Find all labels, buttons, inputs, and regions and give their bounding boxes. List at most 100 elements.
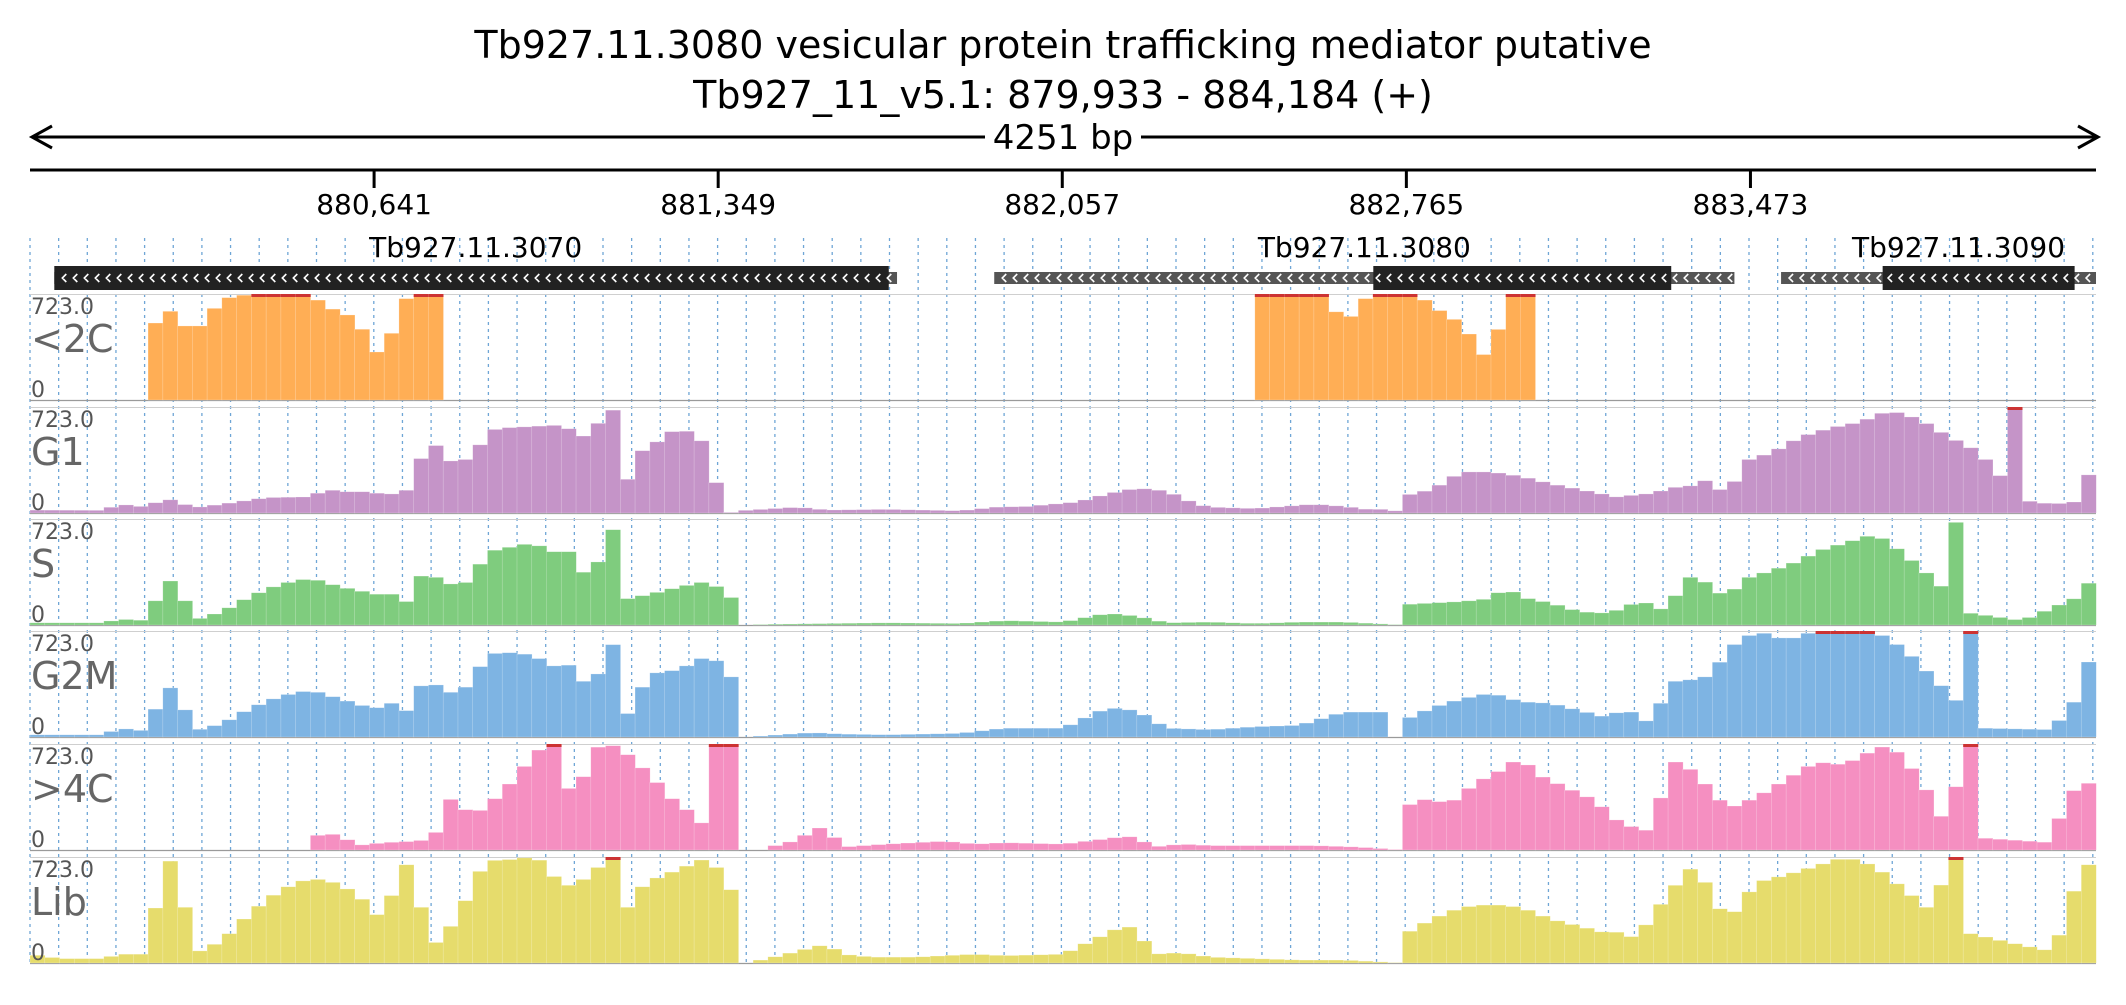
coverage-bar bbox=[1565, 610, 1580, 625]
coverage-bar bbox=[2007, 620, 2022, 625]
coverage-bar bbox=[251, 705, 266, 737]
coverage-bar bbox=[768, 624, 783, 625]
coverage-bar bbox=[517, 427, 532, 513]
coverage-bar bbox=[384, 333, 399, 400]
coverage-bar bbox=[163, 500, 178, 513]
coverage-bar bbox=[635, 887, 650, 963]
coverage-bar bbox=[1830, 859, 1845, 963]
coverage-bar bbox=[1255, 294, 1270, 400]
coverage-bar bbox=[1742, 892, 1757, 963]
coverage-bar bbox=[635, 596, 650, 625]
coverage-bar bbox=[1314, 294, 1329, 400]
coverage-bar bbox=[74, 623, 89, 625]
clip-marker bbox=[1963, 744, 1978, 747]
coverage-bar bbox=[1033, 844, 1048, 850]
coverage-bar bbox=[1594, 716, 1609, 737]
coverage-bar bbox=[1373, 624, 1388, 625]
coverage-bar bbox=[1417, 491, 1432, 513]
coverage-bar bbox=[1329, 960, 1344, 963]
coverage-bar bbox=[1432, 802, 1447, 850]
coverage-bar bbox=[1255, 846, 1270, 850]
coverage-bar bbox=[1476, 599, 1491, 625]
coverage-bar bbox=[1653, 609, 1668, 625]
coverage-bar bbox=[1447, 800, 1462, 850]
coverage-bar bbox=[2022, 947, 2037, 963]
coverage-bar bbox=[1506, 294, 1521, 400]
coverage-bar bbox=[473, 871, 488, 963]
coverage-bar bbox=[2081, 583, 2096, 625]
coverage-bar bbox=[310, 692, 325, 737]
coverage-bar bbox=[827, 838, 842, 850]
coverage-bar bbox=[1063, 621, 1078, 625]
coverage-bar bbox=[1801, 633, 1816, 737]
clip-marker bbox=[1255, 294, 1270, 297]
coverage-bar bbox=[1373, 962, 1388, 963]
coverage-bar bbox=[340, 315, 355, 400]
coverage-bar bbox=[1211, 729, 1226, 737]
coverage-bar bbox=[1078, 618, 1093, 625]
coverage-bar bbox=[1580, 712, 1595, 737]
coverage-bar bbox=[620, 714, 635, 737]
coverage-bar bbox=[989, 955, 1004, 963]
coverage-bar bbox=[355, 591, 370, 625]
coverage-bar bbox=[1816, 549, 1831, 625]
coverage-bar bbox=[1624, 827, 1639, 850]
coverage-bar bbox=[207, 308, 222, 400]
coverage-bar bbox=[1978, 728, 1993, 737]
coverage-bar bbox=[1063, 843, 1078, 850]
coverage-bar bbox=[443, 584, 458, 625]
coverage-bar bbox=[1757, 793, 1772, 850]
coverage-bar bbox=[1181, 845, 1196, 850]
coverage-bar bbox=[1594, 494, 1609, 513]
coverage-bar bbox=[1801, 435, 1816, 513]
coverage-bar bbox=[1550, 784, 1565, 850]
coverage-bar bbox=[1004, 955, 1019, 963]
coverage-bar bbox=[1166, 953, 1181, 963]
coverage-bar bbox=[1019, 728, 1034, 737]
coverage-bar bbox=[960, 732, 975, 737]
coverage-bar bbox=[1993, 839, 2008, 850]
coverage-bar bbox=[738, 510, 753, 513]
coverage-bar bbox=[281, 887, 296, 963]
coverage-bar bbox=[606, 746, 621, 850]
coverage-bar bbox=[724, 512, 739, 513]
coverage-bar bbox=[384, 842, 399, 850]
coverage-bar bbox=[1860, 864, 1875, 963]
coverage-bar bbox=[1816, 763, 1831, 850]
coverage-bar bbox=[886, 623, 901, 625]
coverage-bar bbox=[1520, 910, 1535, 963]
coverage-bar bbox=[1476, 779, 1491, 850]
coverage-bar bbox=[1712, 800, 1727, 850]
coverage-bar bbox=[1358, 712, 1373, 737]
coverage-bar bbox=[1919, 573, 1934, 625]
coverage-bar bbox=[1698, 481, 1713, 513]
coverage-bar bbox=[783, 508, 798, 513]
coverage-bar bbox=[1609, 713, 1624, 737]
coverage-bar bbox=[1653, 703, 1668, 737]
coverage-bar bbox=[1653, 798, 1668, 850]
coverage-bar bbox=[340, 840, 355, 850]
coverage-bar bbox=[414, 907, 429, 963]
coverage-bar bbox=[237, 295, 252, 400]
coverage-bar bbox=[1402, 931, 1417, 963]
coverage-bar bbox=[1491, 905, 1506, 963]
coverage-bar bbox=[133, 506, 148, 513]
coverage-bar bbox=[1934, 432, 1949, 513]
coverage-bar bbox=[1580, 797, 1595, 850]
track-name-label: G1 bbox=[31, 430, 85, 474]
y-min-label: 0 bbox=[31, 491, 45, 516]
coverage-bar bbox=[1196, 729, 1211, 737]
track-name-label: Lib bbox=[31, 880, 87, 924]
coverage-bar bbox=[1358, 509, 1373, 513]
coverage-bar bbox=[1152, 846, 1167, 850]
coverage-bar bbox=[192, 618, 207, 625]
coverage-bar bbox=[915, 957, 930, 963]
coverage-bar bbox=[1063, 725, 1078, 737]
coverage-bar bbox=[1535, 602, 1550, 625]
coverage-bar bbox=[679, 810, 694, 850]
coverage-bar bbox=[591, 674, 606, 737]
coverage-bar bbox=[842, 623, 857, 625]
clip-marker bbox=[1520, 294, 1535, 297]
coverage-bar bbox=[1757, 881, 1772, 963]
